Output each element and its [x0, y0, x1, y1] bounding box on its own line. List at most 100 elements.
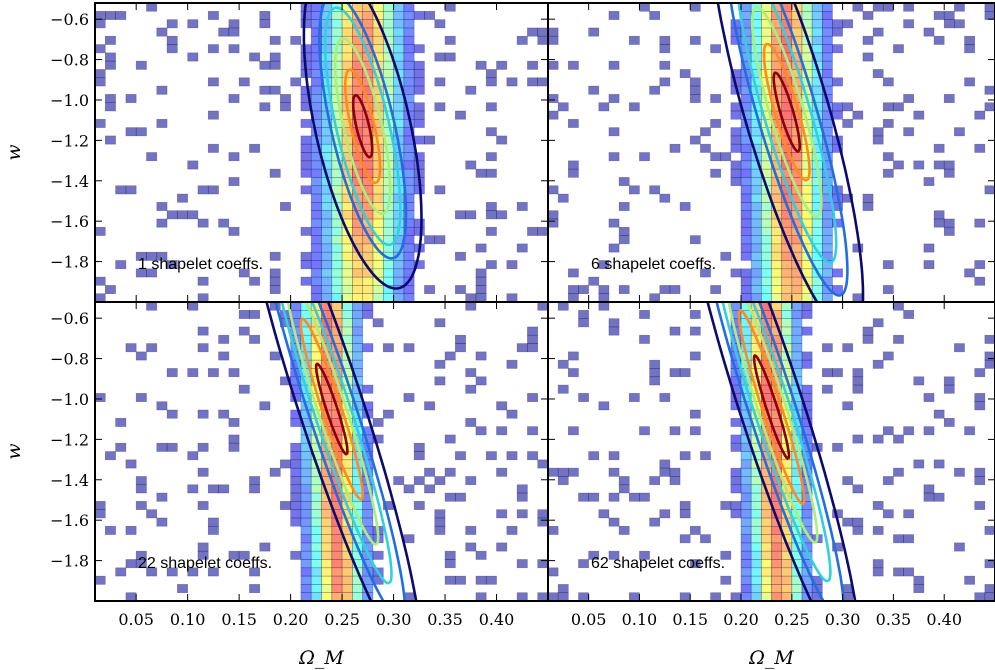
- histogram-cell: [156, 517, 168, 527]
- histogram-cell: [506, 77, 518, 87]
- histogram-cell: [321, 559, 333, 569]
- histogram-cell: [280, 94, 291, 103]
- histogram-cell: [781, 251, 793, 261]
- histogram-cell: [710, 285, 722, 295]
- y-tick-label: −1.8: [50, 552, 89, 571]
- histogram-cell: [403, 69, 415, 79]
- histogram-cell: [730, 509, 742, 519]
- histogram-cell: [740, 251, 752, 261]
- histogram-cell: [740, 501, 752, 510]
- histogram-cell: [105, 52, 116, 62]
- histogram-cell: [608, 326, 620, 336]
- histogram-cell: [310, 102, 322, 112]
- histogram-cell: [527, 393, 539, 402]
- histogram-cell: [659, 285, 671, 295]
- histogram-cell: [750, 268, 762, 278]
- histogram-cell: [413, 260, 425, 270]
- histogram-cell: [310, 202, 322, 211]
- histogram-cell: [228, 44, 240, 54]
- histogram-cell: [506, 260, 518, 270]
- histogram-cell: [740, 94, 752, 103]
- histogram-cell: [290, 77, 302, 87]
- histogram-cell: [465, 417, 477, 427]
- x-tick-label: 0.20: [723, 610, 759, 629]
- histogram-cell: [811, 3, 823, 12]
- histogram-cell: [578, 318, 589, 328]
- histogram-cell: [228, 19, 240, 29]
- histogram-cell: [750, 210, 762, 220]
- histogram-cell: [331, 559, 343, 569]
- histogram-cell: [156, 492, 168, 502]
- histogram-cell: [310, 85, 322, 95]
- histogram-cell: [821, 226, 833, 236]
- histogram-cell: [689, 525, 701, 535]
- histogram-cell: [984, 359, 995, 369]
- histogram-cell: [537, 27, 548, 37]
- histogram-cell: [811, 44, 823, 54]
- histogram-cell: [923, 426, 935, 436]
- histogram-cell: [598, 285, 610, 295]
- histogram-cell: [321, 509, 333, 519]
- histogram-cell: [568, 293, 579, 302]
- histogram-cell: [781, 285, 793, 295]
- histogram-cell: [761, 517, 772, 527]
- histogram-cell: [903, 509, 915, 519]
- histogram-cell: [218, 484, 230, 494]
- histogram-cell: [527, 27, 539, 37]
- histogram-cell: [331, 218, 343, 228]
- histogram-cell: [761, 268, 772, 278]
- histogram-cell: [403, 160, 415, 170]
- histogram-cell: [852, 484, 864, 494]
- histogram-cell: [372, 318, 384, 328]
- contour-level-3: [721, 302, 832, 583]
- histogram-cell: [300, 467, 312, 477]
- histogram-cell: [403, 52, 415, 62]
- histogram-cell: [568, 168, 579, 178]
- histogram-cell: [393, 94, 405, 103]
- histogram-cell: [537, 509, 548, 519]
- histogram-cell: [608, 11, 620, 20]
- histogram-cell: [750, 550, 762, 560]
- histogram-cell: [331, 550, 343, 560]
- histogram-cell: [372, 185, 384, 195]
- histogram-cell: [135, 60, 147, 70]
- histogram-cell: [413, 77, 425, 87]
- histogram-cell: [771, 534, 782, 544]
- histogram-cell: [341, 77, 353, 87]
- histogram-cell: [382, 268, 394, 278]
- histogram-cell: [352, 310, 363, 319]
- histogram-cell: [791, 152, 803, 162]
- histogram-cell: [689, 35, 701, 45]
- histogram-cell: [852, 384, 864, 394]
- histogram-cell: [310, 567, 322, 577]
- histogram-cell: [146, 509, 158, 519]
- histogram-cell: [771, 559, 782, 569]
- histogram-cell: [568, 160, 579, 170]
- histogram-cell: [761, 542, 772, 552]
- histogram-cell: [259, 19, 271, 29]
- histogram-cell: [331, 584, 343, 594]
- histogram-cell: [177, 193, 188, 203]
- histogram-cell: [300, 226, 312, 236]
- histogram-cell: [290, 517, 302, 527]
- histogram-cell: [187, 160, 199, 170]
- histogram-cell: [300, 451, 312, 461]
- histogram-cell: [669, 326, 681, 336]
- histogram-cell: [166, 210, 178, 220]
- histogram-cell: [913, 110, 925, 120]
- histogram-cell: [679, 368, 691, 378]
- histogram-cell: [413, 152, 425, 162]
- histogram-cell: [362, 501, 374, 510]
- histogram-cell: [341, 326, 353, 336]
- histogram-cell: [115, 567, 127, 577]
- contour-level-3: [280, 302, 393, 585]
- histogram-cell: [135, 127, 147, 137]
- histogram-cell: [362, 517, 374, 527]
- histogram-cell: [403, 260, 415, 270]
- histogram-cell: [730, 168, 742, 178]
- histogram-cell: [238, 326, 250, 336]
- histogram-cell: [903, 94, 915, 103]
- histogram-cell: [903, 567, 915, 577]
- histogram-cell: [115, 260, 127, 270]
- histogram-cell: [801, 384, 813, 394]
